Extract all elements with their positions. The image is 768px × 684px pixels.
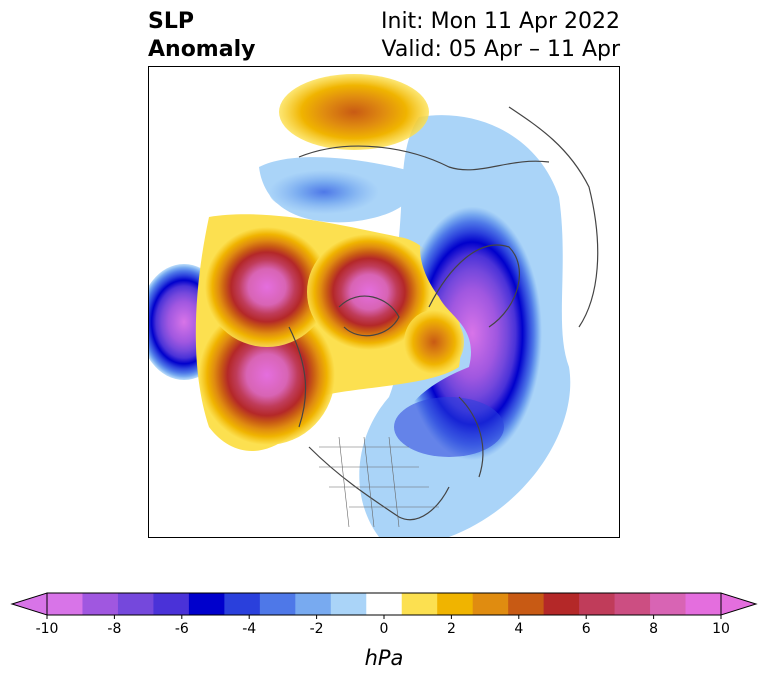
colorbar-swatch bbox=[401, 593, 438, 615]
colorbar-swatch bbox=[508, 593, 545, 615]
colorbar-swatch bbox=[117, 593, 154, 615]
valid-range: Valid: 05 Apr – 11 Apr bbox=[381, 37, 621, 62]
colorbar-tick-label: 6 bbox=[582, 621, 591, 637]
beaufort-high bbox=[404, 310, 464, 374]
colorbar-swatch bbox=[685, 593, 722, 615]
colorbar-swatch bbox=[47, 593, 83, 615]
colorbar-swatch bbox=[366, 593, 403, 615]
colorbar-tick-label: 4 bbox=[514, 621, 523, 637]
colorbar-swatch bbox=[650, 593, 687, 615]
eastern-north-america-low bbox=[394, 397, 504, 457]
map-panel bbox=[148, 66, 620, 538]
anomaly-map bbox=[149, 74, 599, 537]
central-asia-low bbox=[269, 170, 379, 214]
colorbar-swatch bbox=[437, 593, 474, 615]
init-date: Init: Mon 11 Apr 2022 bbox=[381, 9, 620, 34]
colorbar-swatch bbox=[543, 593, 580, 615]
colorbar-tick-label: 10 bbox=[712, 621, 730, 637]
alaska-high bbox=[205, 227, 329, 347]
colorbar-swatch bbox=[188, 593, 225, 615]
colorbar-swatch bbox=[472, 593, 509, 615]
colorbar-tick-label: -10 bbox=[36, 621, 59, 637]
date-info: Init: Mon 11 Apr 2022 Valid: 05 Apr – 11… bbox=[381, 8, 620, 64]
colorbar: -10 -8 -6 -4 -2 0 2 4 6 8 10 bbox=[10, 592, 758, 637]
colorbar-swatch bbox=[330, 593, 367, 615]
colorbar-swatch bbox=[295, 593, 332, 615]
unit-label: hPa bbox=[364, 646, 404, 670]
coastlines bbox=[288, 106, 599, 521]
north-pacific-high bbox=[199, 305, 335, 445]
siberia-high bbox=[279, 74, 429, 150]
colorbar-swatch bbox=[614, 593, 651, 615]
colorbar-tick-label: -8 bbox=[107, 621, 121, 637]
colorbar-swatch bbox=[224, 593, 261, 615]
colorbar-extend-min bbox=[10, 592, 48, 616]
colorbar-tick-label: -2 bbox=[310, 621, 324, 637]
colorbar-tick-label: 0 bbox=[380, 621, 389, 637]
colorbar-swatch bbox=[579, 593, 616, 615]
title-line-1: SLP bbox=[148, 9, 194, 34]
colorbar-swatch bbox=[259, 593, 296, 615]
colorbar-tick-label: 8 bbox=[649, 621, 658, 637]
north-atlantic-low bbox=[402, 206, 542, 461]
colorbar-extend-max bbox=[720, 592, 758, 616]
borders bbox=[319, 436, 439, 528]
colorbar-swatch bbox=[82, 593, 119, 615]
colorbar-tick-label: -6 bbox=[175, 621, 189, 637]
arctic-high bbox=[307, 234, 431, 350]
colorbar-swatch bbox=[153, 593, 190, 615]
title-line-2: Anomaly bbox=[148, 37, 256, 62]
colorbar-tick-label: -4 bbox=[242, 621, 256, 637]
colorbar-tick-label: 2 bbox=[447, 621, 456, 637]
map-title: SLP Anomaly bbox=[148, 8, 255, 64]
